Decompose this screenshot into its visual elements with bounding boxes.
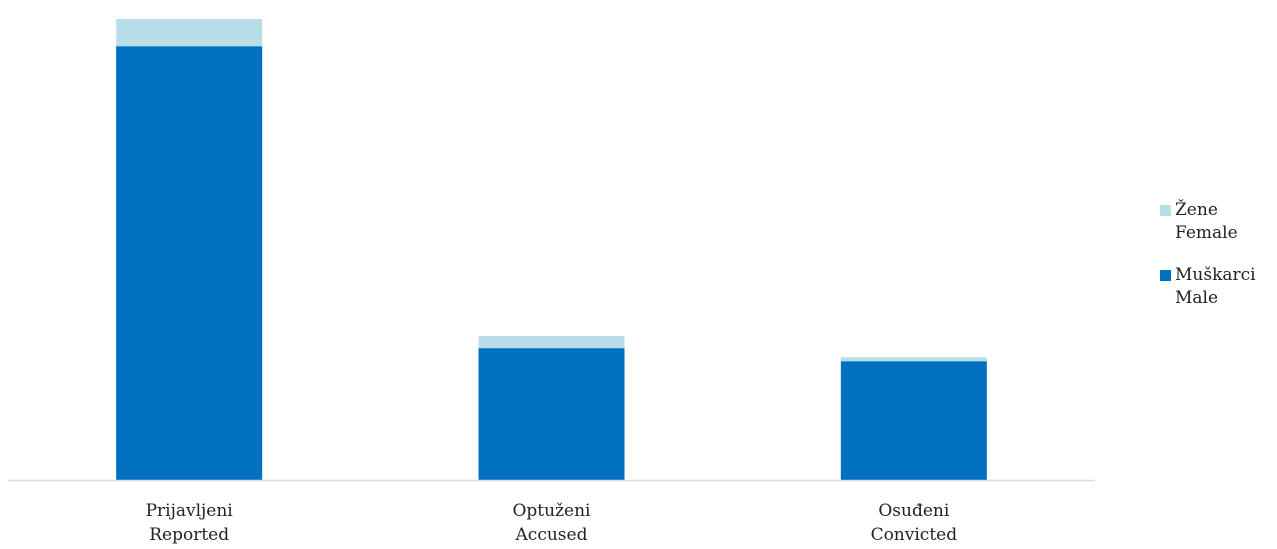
bar-male-3 — [840, 361, 987, 480]
legend-label-male-local: Muškarci — [1175, 265, 1256, 285]
bar-female-1 — [116, 19, 263, 47]
legend-label-female-english: Female — [1175, 223, 1238, 243]
category-label-1-line-1: Prijavljeni — [146, 501, 234, 521]
legend-item-male: Muškarci Male — [1160, 264, 1256, 310]
category-label-3: Osuđeni Convicted — [871, 501, 958, 545]
bar-female-2 — [478, 336, 625, 349]
legend-swatch-male — [1160, 270, 1171, 281]
category-label-2-line-1: Optuženi — [512, 501, 591, 521]
bar-female-3 — [840, 357, 987, 362]
legend-label-male-english: Male — [1175, 288, 1219, 308]
legend-swatch-female — [1160, 205, 1171, 216]
category-labels: Prijavljeni Reported Optuženi Accused Osuđen… — [146, 501, 958, 545]
bar-male-1 — [116, 46, 263, 481]
category-label-2: Optuženi Accused — [512, 501, 591, 545]
category-label-2-line-2: Accused — [515, 525, 588, 545]
legend-item-female: Žene Female — [1160, 199, 1256, 245]
bar-male-2 — [478, 348, 625, 480]
category-label-3-line-2: Convicted — [871, 525, 958, 545]
legend: Žene Female Muškarci Male — [1160, 199, 1256, 329]
category-label-1: Prijavljeni Reported — [146, 501, 234, 545]
bars-group — [116, 19, 987, 481]
category-label-3-line-1: Osuđeni — [878, 501, 950, 521]
category-label-1-line-2: Reported — [149, 525, 229, 545]
legend-label-female-local: Žene — [1175, 200, 1218, 220]
